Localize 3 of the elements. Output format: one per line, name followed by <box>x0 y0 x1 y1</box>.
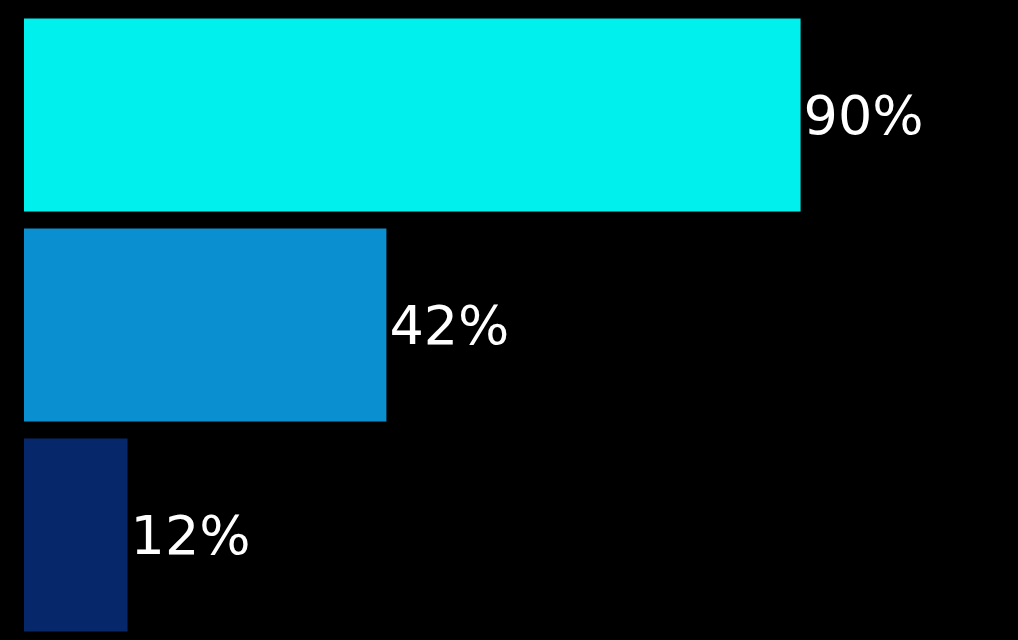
data-label: 90% <box>803 83 924 147</box>
data-label: 42% <box>389 293 510 357</box>
data-label: 12% <box>130 503 251 567</box>
